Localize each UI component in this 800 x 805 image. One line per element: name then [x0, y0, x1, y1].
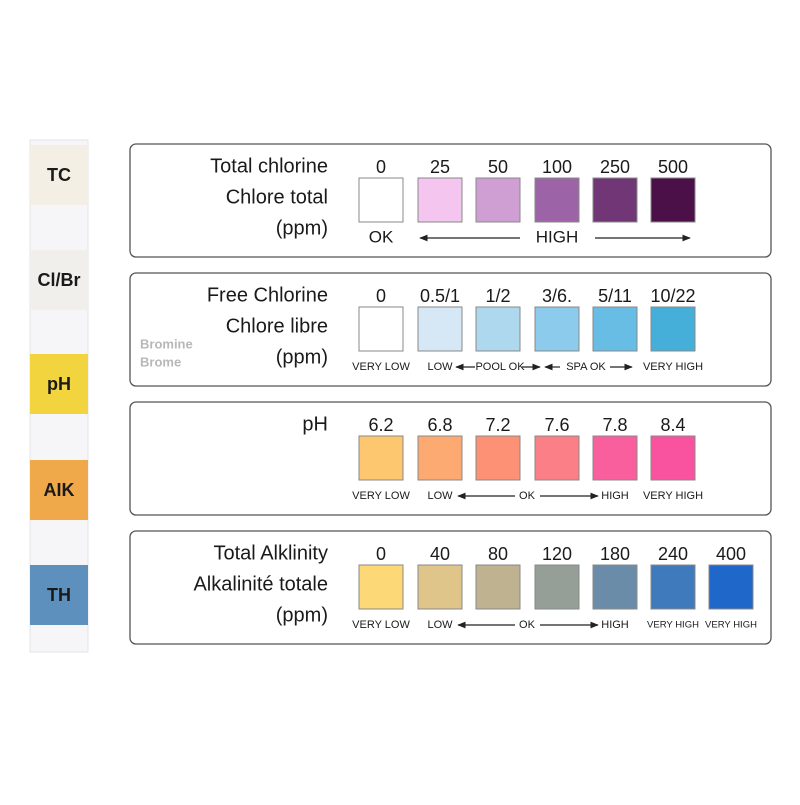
strip-pad [30, 145, 88, 205]
color-swatch [592, 306, 638, 352]
scale-label: HIGH [601, 619, 629, 631]
level-label: 400 [716, 544, 746, 564]
color-swatch [475, 435, 521, 481]
scale-label: POOL OK [475, 361, 525, 373]
level-label: 50 [488, 157, 508, 177]
scale-label: VERY LOW [352, 490, 410, 502]
strip-label: TC [47, 165, 71, 185]
color-swatch [650, 177, 696, 223]
color-swatch [475, 177, 521, 223]
level-label: 7.6 [544, 415, 569, 435]
level-label: 7.8 [602, 415, 627, 435]
level-label: 10/22 [650, 286, 695, 306]
color-swatch [358, 306, 404, 352]
level-label: 1/2 [485, 286, 510, 306]
color-swatch [358, 177, 404, 223]
panel-title: (ppm) [276, 346, 328, 368]
level-label: 250 [600, 157, 630, 177]
level-label: 6.8 [427, 415, 452, 435]
panel-title: pH [302, 413, 328, 435]
color-swatch [592, 177, 638, 223]
panel-title: Chlore libre [226, 315, 328, 337]
color-swatch [592, 564, 638, 610]
color-swatch [417, 306, 463, 352]
strip-pad [30, 250, 88, 310]
level-label: 80 [488, 544, 508, 564]
color-swatch [534, 564, 580, 610]
level-label: 100 [542, 157, 572, 177]
panel-subtitle: Brome [140, 354, 181, 369]
level-label: 0.5/1 [420, 286, 460, 306]
strip-label: TH [47, 585, 71, 605]
color-swatch [708, 564, 754, 610]
level-label: 5/11 [598, 286, 632, 306]
color-swatch [358, 564, 404, 610]
strip-label: pH [47, 374, 71, 394]
panel-title: Total Alklinity [214, 542, 329, 564]
color-swatch [358, 435, 404, 481]
color-swatch [650, 306, 696, 352]
color-swatch [534, 306, 580, 352]
scale-label: LOW [427, 490, 453, 502]
color-swatch [417, 435, 463, 481]
color-swatch [650, 564, 696, 610]
strip-pad [30, 460, 88, 520]
level-label: 6.2 [368, 415, 393, 435]
color-swatch [592, 435, 638, 481]
color-swatch [534, 435, 580, 481]
panel-title: (ppm) [276, 217, 328, 239]
scale-label: SPA OK [566, 361, 606, 373]
strip-pad [30, 354, 88, 414]
strip-pad [30, 565, 88, 625]
strip-label: Cl/Br [37, 270, 80, 290]
level-label: 180 [600, 544, 630, 564]
level-label: 0 [376, 544, 386, 564]
level-label: 25 [430, 157, 450, 177]
panel-title: Free Chlorine [207, 284, 328, 306]
level-label: 7.2 [485, 415, 510, 435]
panel-subtitle: Bromine [140, 336, 193, 351]
level-label: 120 [542, 544, 572, 564]
color-swatch [475, 306, 521, 352]
scale-label: HIGH [536, 227, 579, 246]
color-swatch [417, 177, 463, 223]
scale-label: VERY HIGH [643, 361, 703, 373]
scale-label: VERY LOW [352, 361, 410, 373]
level-label: 240 [658, 544, 688, 564]
strip-label: AIK [44, 480, 75, 500]
level-label: 3/6. [542, 286, 572, 306]
color-swatch [475, 564, 521, 610]
level-label: 40 [430, 544, 450, 564]
scale-label: LOW [427, 361, 453, 373]
scale-label: OK [519, 619, 536, 631]
scale-label: VERY HIGH [643, 490, 703, 502]
panel-title: Chlore total [226, 186, 328, 208]
level-label: 500 [658, 157, 688, 177]
color-swatch [650, 435, 696, 481]
panel-title: Total chlorine [210, 155, 328, 177]
scale-label: HIGH [601, 490, 629, 502]
scale-label: VERY HIGH [647, 620, 699, 631]
panel-title: (ppm) [276, 604, 328, 626]
level-label: 8.4 [660, 415, 685, 435]
scale-label: LOW [427, 619, 453, 631]
color-swatch [534, 177, 580, 223]
scale-label: VERY HIGH [705, 620, 757, 631]
scale-label: OK [519, 490, 536, 502]
level-label: 0 [376, 157, 386, 177]
panel-title: Alkalinité totale [193, 573, 328, 595]
level-label: 0 [376, 286, 386, 306]
color-swatch [417, 564, 463, 610]
scale-label: OK [369, 227, 394, 246]
scale-label: VERY LOW [352, 619, 410, 631]
